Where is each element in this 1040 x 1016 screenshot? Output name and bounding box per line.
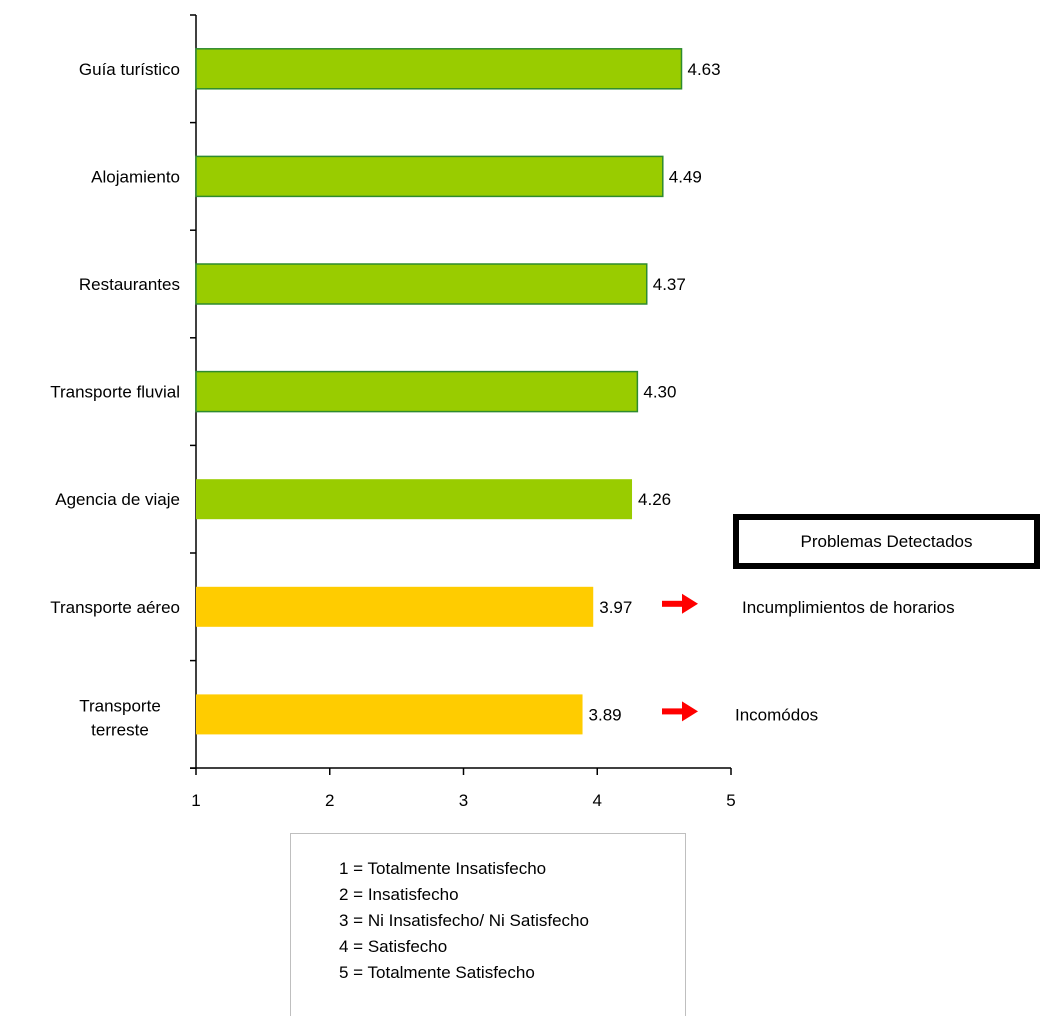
category-label: Alojamiento [91, 167, 180, 186]
category-label: Transporte fluvial [50, 383, 180, 402]
x-tick-label: 2 [325, 791, 334, 810]
x-tick-label: 3 [459, 791, 468, 810]
category-label: Restaurantes [79, 275, 180, 294]
chart-annotations: Incumplimientos de horarios Incomódos [662, 593, 955, 724]
bar [196, 694, 583, 735]
value-label: 4.63 [688, 60, 721, 79]
problem-annotation-text: Incumplimientos de horarios [742, 598, 955, 617]
category-label: Guía turístico [79, 60, 180, 79]
red-arrow-icon [662, 701, 698, 722]
scale-legend-list: 1 = Totalmente Insatisfecho 2 = Insatisf… [339, 856, 589, 986]
red-arrow-icon [662, 593, 698, 614]
bar [195, 48, 683, 90]
scale-legend-item-3: 3 = Ni Insatisfecho/ Ni Satisfecho [339, 911, 589, 930]
bar [195, 263, 648, 305]
bar [196, 586, 594, 627]
bar [196, 479, 633, 520]
scale-legend-item-5: 5 = Totalmente Satisfecho [339, 963, 535, 982]
scale-legend-item-2: 2 = Insatisfecho [339, 885, 459, 904]
category-label: Agencia de viaje [55, 490, 180, 509]
value-label: 4.26 [638, 490, 671, 509]
value-label: 3.97 [599, 598, 632, 617]
category-label: Transporte terreste [79, 696, 161, 739]
value-label: 3.89 [589, 705, 622, 724]
chart-bars [195, 48, 683, 735]
scale-legend-item-4: 4 = Satisfecho [339, 937, 448, 956]
value-label: 4.30 [643, 383, 676, 402]
chart-labels: 1 2 3 4 5 Guía turístico 4.63 Alojamiento 4.49 Re… [50, 60, 736, 810]
x-tick-label: 4 [593, 791, 602, 810]
scale-legend: 1 = Totalmente Insatisfecho 2 = Insatisf… [290, 833, 686, 1016]
x-tick-label: 5 [726, 791, 735, 810]
x-tick-label: 1 [191, 791, 200, 810]
value-label: 4.49 [669, 167, 702, 186]
problems-detected-box: Problemas Detectados [733, 514, 1040, 569]
scale-legend-item-1: 1 = Totalmente Insatisfecho [339, 859, 547, 878]
bar [195, 155, 664, 198]
problems-detected-title: Problemas Detectados [800, 531, 973, 551]
bar [195, 370, 639, 413]
category-label: Transporte aéreo [50, 598, 180, 617]
problem-annotation-text: Incomódos [735, 705, 818, 724]
value-label: 4.37 [653, 275, 686, 294]
